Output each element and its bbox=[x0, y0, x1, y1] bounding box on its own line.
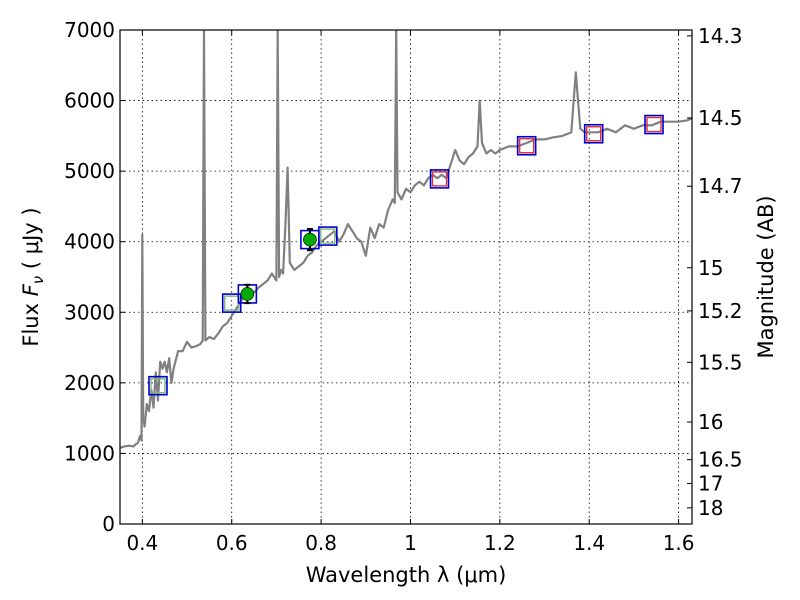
x-tick-label: 1.6 bbox=[663, 531, 695, 555]
y-tick-label: 3000 bbox=[64, 300, 115, 324]
ticks: 0.4 0.6 0.8 1 1.2 1.4 1.6 0 1000 2000 3000 4000 5000… bbox=[64, 18, 742, 555]
axes-frame bbox=[119, 29, 693, 525]
magnitude-tick-label: 15 bbox=[698, 256, 723, 280]
magnitude-tick-label: 15.2 bbox=[698, 299, 743, 323]
y-axis-label: Flux Fν ( μJy ) bbox=[19, 207, 47, 346]
observed-flux-box bbox=[516, 135, 537, 156]
observed-flux-box bbox=[644, 114, 664, 135]
model-flux-box bbox=[431, 171, 448, 187]
plot-series bbox=[120, 30, 692, 449]
model-spectrum-line bbox=[120, 30, 692, 449]
magnitude-tick-label: 14.7 bbox=[698, 174, 743, 198]
model-flux-box bbox=[646, 116, 662, 133]
model-flux-box bbox=[518, 138, 535, 154]
x-tick-label: 0.6 bbox=[216, 531, 248, 555]
magnitude-tick-label: 17 bbox=[698, 471, 723, 495]
magnitude-tick-label: 15.5 bbox=[698, 350, 743, 374]
model-flux-box bbox=[150, 377, 166, 394]
y-axis-label-subscript: ν bbox=[29, 276, 47, 284]
magnitude-tick-label: 14.5 bbox=[698, 106, 743, 130]
magnitude-axis-label: Magnitude (AB) bbox=[754, 195, 778, 358]
y-tick-label: 4000 bbox=[64, 230, 115, 254]
model-flux-box bbox=[585, 126, 602, 142]
x-tick-label: 1.4 bbox=[573, 531, 605, 555]
x-tick-label: 1.2 bbox=[484, 531, 516, 555]
y-tick-label: 5000 bbox=[64, 159, 115, 183]
observed-flux-box bbox=[583, 123, 604, 144]
y-tick-label: 1000 bbox=[64, 441, 115, 465]
magnitude-tick-label: 14.3 bbox=[698, 24, 743, 48]
x-tick-label: 1 bbox=[404, 531, 417, 555]
y-tick-label: 2000 bbox=[64, 371, 115, 395]
x-tick-label: 0.8 bbox=[305, 531, 337, 555]
y-tick-label: 7000 bbox=[64, 18, 115, 42]
x-axis-label: Wavelength λ (μm) bbox=[306, 563, 507, 587]
y-tick-label: 6000 bbox=[64, 89, 115, 113]
magnitude-tick-label: 16.5 bbox=[698, 448, 743, 472]
x-tick-label: 0.4 bbox=[126, 531, 158, 555]
magnitude-tick-label: 16 bbox=[698, 410, 723, 434]
magnitude-tick-label: 18 bbox=[698, 496, 723, 520]
y-tick-label: 0 bbox=[102, 512, 115, 536]
photometry-point bbox=[240, 287, 255, 301]
observed-flux-box bbox=[148, 375, 168, 396]
photometry-point bbox=[303, 232, 317, 247]
observed-flux-box bbox=[429, 169, 450, 189]
plot-area bbox=[120, 30, 692, 449]
y-axis-label-prefix: Flux bbox=[19, 296, 43, 346]
observed-flux-box bbox=[317, 226, 338, 246]
model-flux-box bbox=[320, 228, 336, 244]
y-axis-label-suffix: ( μJy ) bbox=[19, 207, 43, 275]
y-axis-label-variable: F bbox=[19, 283, 43, 296]
